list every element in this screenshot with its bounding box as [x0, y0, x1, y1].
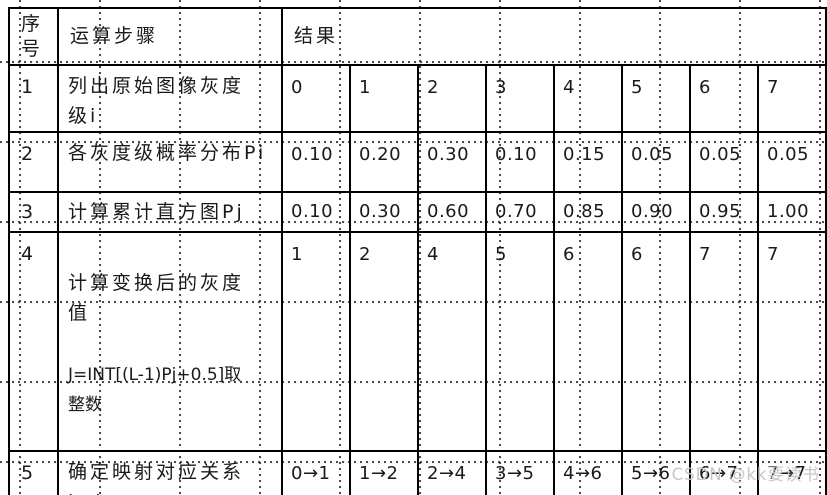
step-header-cell: 运算步骤: [57, 7, 283, 66]
table-row: 5 确定映射对应关系 i→j 0→1 1→2 2→4 3→5 4→6 5→6 6…: [8, 450, 827, 495]
value-cell: 0.10: [281, 191, 351, 233]
seq-header-cell: 序 号: [8, 7, 59, 66]
value-cell: 0.30: [417, 131, 487, 193]
table-row: 1 列出原始图像灰度 级i 0 1 2 3 4 5 6 7: [8, 64, 827, 133]
value-cell: 0.60: [417, 191, 487, 233]
value-cell: 0.10: [281, 131, 351, 193]
value-cell: 0.90: [621, 191, 691, 233]
value-cell: 0→1: [281, 450, 351, 495]
table-row: 2 各灰度级概率分布Pi 0.10 0.20 0.30 0.10 0.15 0.…: [8, 131, 827, 193]
value-cell: 5: [485, 231, 555, 452]
result-header-cell: 结果: [280, 7, 827, 66]
step-cell: 列出原始图像灰度 级i: [57, 64, 283, 133]
value-cell: 0.30: [349, 191, 419, 233]
value-cell: 4: [417, 231, 487, 452]
value-cell: 5: [621, 64, 691, 133]
header-row: 序 号 运算步骤 结果: [8, 7, 827, 66]
value-cell: 2: [417, 64, 487, 133]
formula-text: J=INT[(L-1)Pj+0.5]取 整数: [68, 365, 242, 415]
value-cell: 0.10: [485, 131, 555, 193]
step-cell: 确定映射对应关系 i→j: [57, 450, 283, 495]
value-cell: 5→6: [621, 450, 691, 495]
value-cell: 6: [553, 231, 623, 452]
value-cell: 7: [756, 231, 827, 452]
value-cell: 0.95: [689, 191, 759, 233]
table-row: 3 计算累计直方图Pj 0.10 0.30 0.60 0.70 0.85 0.9…: [8, 191, 827, 233]
value-cell: 1.00: [756, 191, 827, 233]
step-cell: 计算变换后的灰度 值 J=INT[(L-1)Pj+0.5]取 整数: [57, 231, 283, 452]
value-cell: 0.15: [553, 131, 623, 193]
csdn-watermark: CSDN @kk要读书: [671, 465, 820, 484]
row-number-cell: 3: [8, 191, 59, 233]
value-cell: 6→7: [689, 450, 759, 495]
value-cell: 1: [349, 64, 419, 133]
step-text: 计算变换后的灰度 值: [68, 272, 245, 324]
row-number-cell: 2: [8, 131, 59, 193]
value-cell: 0.05: [621, 131, 691, 193]
value-cell: 0.05: [689, 131, 759, 193]
value-cell: 7: [756, 64, 827, 133]
value-cell: 4→6: [553, 450, 623, 495]
table-row: 4 计算变换后的灰度 值 J=INT[(L-1)Pj+0.5]取 整数 1 2 …: [8, 231, 827, 452]
steps-table: 序 号 运算步骤 结果 1 列出原始图像灰度 级i 0 1 2 3 4 5 6 …: [8, 7, 827, 495]
value-cell: 0.70: [485, 191, 555, 233]
value-cell: 0: [281, 64, 351, 133]
value-cell: 4: [553, 64, 623, 133]
value-cell: 3: [485, 64, 555, 133]
value-cell: 2→4: [417, 450, 487, 495]
value-cell: 7→7: [756, 450, 827, 495]
value-cell: 1→2: [349, 450, 419, 495]
value-cell: 6: [621, 231, 691, 452]
row-number-cell: 1: [8, 64, 59, 133]
value-cell: 0.05: [756, 131, 827, 193]
value-cell: 0.20: [349, 131, 419, 193]
row-number-cell: 5: [8, 450, 59, 495]
value-cell: 1: [281, 231, 351, 452]
row-number-cell: 4: [8, 231, 59, 452]
value-cell: 3→5: [485, 450, 555, 495]
value-cell: 2: [349, 231, 419, 452]
value-cell: 6: [689, 64, 759, 133]
value-cell: 7: [689, 231, 759, 452]
value-cell: 0.85: [553, 191, 623, 233]
step-cell: 各灰度级概率分布Pi: [57, 131, 283, 193]
step-cell: 计算累计直方图Pj: [57, 191, 283, 233]
